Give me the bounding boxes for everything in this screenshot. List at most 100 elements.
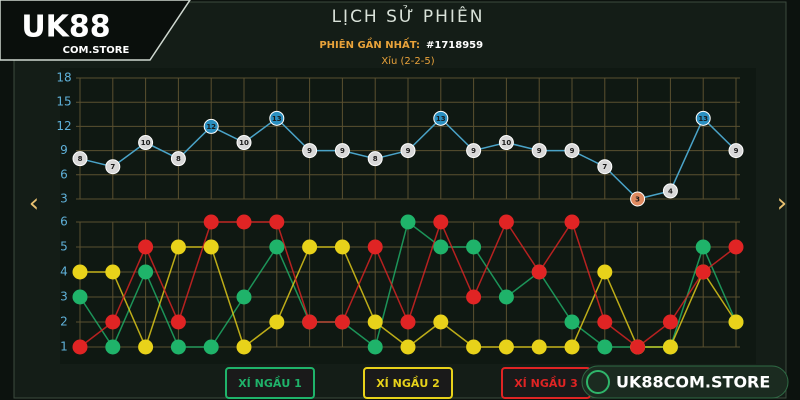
dice-button[interactable]	[225, 367, 315, 399]
sum-label: 12	[206, 123, 216, 131]
next-arrow[interactable]: ›	[777, 189, 787, 219]
dice-point	[597, 314, 613, 330]
dice-point	[203, 214, 219, 230]
dice-point	[269, 314, 285, 330]
dice-button-label[interactable]: XÍ NGẦU 1	[238, 376, 302, 390]
dice-point	[630, 339, 646, 355]
dice-point	[728, 239, 744, 255]
dice-point	[367, 239, 383, 255]
dice-button[interactable]	[363, 367, 453, 399]
dice-point	[564, 214, 580, 230]
dice-point	[531, 339, 547, 355]
logo: UK88	[21, 10, 110, 45]
sum-label: 9	[570, 147, 575, 155]
sum-point	[236, 135, 252, 151]
watermark-box	[581, 365, 789, 399]
dice-point	[105, 339, 121, 355]
sum-label: 8	[373, 155, 378, 163]
sum-label: 9	[406, 147, 411, 155]
sum-label: 9	[734, 147, 739, 155]
sum-label: 13	[272, 115, 282, 123]
dice-point	[466, 239, 482, 255]
sum-label: 9	[340, 147, 345, 155]
dice-point	[170, 339, 186, 355]
dice-point	[203, 239, 219, 255]
sum-point	[72, 151, 88, 167]
dice-point	[728, 314, 744, 330]
sum-point	[466, 143, 482, 159]
logo-box	[0, 0, 191, 61]
dice-point	[138, 339, 154, 355]
sum-label: 9	[307, 147, 312, 155]
dice-point	[466, 339, 482, 355]
latest-label: PHIÊN GẦN NHẤT:	[319, 36, 420, 51]
dice-point	[400, 339, 416, 355]
dice-point	[498, 214, 514, 230]
y-tick-label: 2	[60, 315, 68, 329]
dice-point	[269, 239, 285, 255]
prev-arrow[interactable]: ‹	[29, 189, 39, 219]
dice-point	[334, 314, 350, 330]
dice-point	[433, 314, 449, 330]
dice-point	[662, 339, 678, 355]
sum-point	[630, 191, 646, 207]
sum-point	[433, 110, 449, 126]
y-tick-label: 3	[60, 290, 68, 304]
sum-point	[302, 143, 318, 159]
y-tick-label: 18	[56, 71, 71, 85]
sum-point	[269, 110, 285, 126]
sum-label: 10	[502, 139, 512, 147]
dice-point	[302, 239, 318, 255]
sum-point	[662, 183, 678, 199]
sum-label: 8	[176, 155, 181, 163]
y-tick-label: 1	[60, 340, 68, 354]
dice-point	[662, 314, 678, 330]
dice-point	[302, 314, 318, 330]
sum-label: 4	[668, 187, 673, 195]
y-tick-label: 9	[60, 143, 68, 157]
y-tick-label: 3	[60, 192, 68, 206]
latest-result: Xỉu (2-2-5)	[381, 55, 434, 67]
dice-button-label[interactable]: XÍ NGẦU 2	[376, 376, 440, 390]
sum-label: 8	[78, 155, 83, 163]
dice-point	[105, 314, 121, 330]
sum-label: 10	[239, 139, 249, 147]
dice-point	[564, 339, 580, 355]
y-tick-label: 6	[60, 215, 68, 229]
sum-label: 9	[471, 147, 476, 155]
y-tick-label: 15	[56, 95, 71, 109]
sum-label: 7	[602, 163, 607, 171]
dice-point	[138, 239, 154, 255]
dice-point	[531, 264, 547, 280]
dice-point	[400, 314, 416, 330]
y-tick-label: 5	[60, 240, 68, 254]
title: LỊCH SỬ PHIÊN	[332, 4, 485, 27]
dice-point	[433, 214, 449, 230]
sum-label: 7	[110, 163, 115, 171]
dice-point	[269, 214, 285, 230]
dice-point	[367, 339, 383, 355]
y-tick-label: 12	[56, 119, 71, 133]
dice-point	[203, 339, 219, 355]
dice-point	[498, 339, 514, 355]
y-tick-label: 4	[60, 265, 68, 279]
sum-point	[564, 143, 580, 159]
globe-icon	[586, 370, 610, 394]
dice-point	[695, 264, 711, 280]
sum-point	[367, 151, 383, 167]
sum-label: 13	[436, 115, 446, 123]
sum-point	[597, 159, 613, 175]
dice-point	[72, 264, 88, 280]
dice-point	[695, 239, 711, 255]
dice-point	[236, 289, 252, 305]
sum-point	[728, 143, 744, 159]
dice-point	[138, 264, 154, 280]
y-tick-label: 6	[60, 167, 68, 181]
sum-point	[498, 135, 514, 151]
dice-point	[170, 314, 186, 330]
dice-button-label[interactable]: XÍ NGẦU 3	[514, 376, 578, 390]
sum-point	[334, 143, 350, 159]
latest-id: #1718959	[426, 40, 483, 51]
dice-point	[433, 239, 449, 255]
